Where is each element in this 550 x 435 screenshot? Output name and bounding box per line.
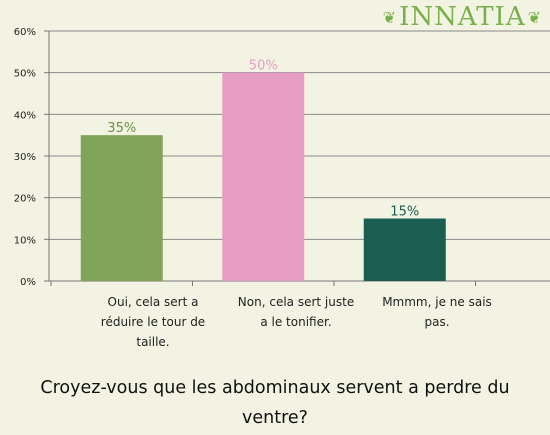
y-tick-label: 40% [14, 110, 36, 121]
chart-title: Croyez-vous que les abdominaux servent a… [40, 378, 510, 428]
y-tick-label: 30% [14, 152, 36, 163]
leaf-right-icon: ❦ [527, 7, 542, 27]
leaf-left-icon: ❦ [382, 7, 398, 27]
y-tick-label: 20% [14, 194, 36, 205]
y-tick-label: 10% [14, 235, 36, 246]
value-label-3: 15% [390, 205, 419, 220]
bar-1 [80, 135, 163, 281]
value-label-1: 35% [107, 121, 136, 136]
bar-2 [222, 72, 305, 282]
y-tick-label: 50% [14, 69, 36, 80]
logo-text: INNATIA [399, 2, 526, 32]
y-tick-label: 0% [20, 277, 36, 288]
category-label-2: Non, cela sert juste a le tonifier. [237, 295, 355, 329]
y-tick-label: 60% [14, 27, 36, 38]
value-label-2: 50% [249, 59, 278, 74]
innatia-logo: ❦ INNATIA ❦ [383, 2, 542, 32]
category-label-3: Mmmm, je ne sais pas. [382, 295, 492, 329]
category-label-1: Oui, cela sert a réduire le tour de tail… [100, 295, 206, 349]
bar-3 [363, 218, 446, 281]
